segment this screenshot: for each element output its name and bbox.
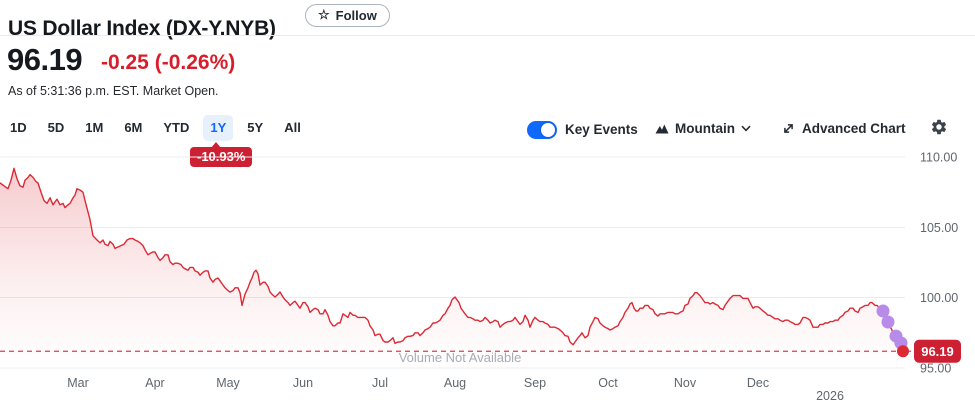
svg-text:Jun: Jun (293, 376, 313, 390)
chevron-down-icon (741, 125, 751, 132)
svg-text:Oct: Oct (598, 376, 618, 390)
advanced-chart-button[interactable]: Advanced Chart (782, 121, 906, 136)
key-event-marker[interactable] (881, 315, 895, 329)
page-title: US Dollar Index (DX-Y.NYB) (8, 17, 276, 41)
svg-text:Dec: Dec (747, 376, 769, 390)
svg-text:110.00: 110.00 (920, 151, 957, 165)
tab-1y[interactable]: 1Y (203, 115, 234, 141)
tab-ytd[interactable]: YTD (163, 120, 190, 135)
tab-6m[interactable]: 6M (124, 120, 143, 135)
svg-text:Sep: Sep (524, 376, 546, 390)
expand-diagonal-icon (784, 124, 793, 133)
price-change-row: -0.25 (-0.26%) (101, 51, 235, 75)
current-price-badge (914, 339, 961, 363)
svg-text:May: May (216, 376, 240, 390)
chart-type-label: Mountain (675, 121, 735, 136)
tab-1m[interactable]: 1M (85, 120, 104, 135)
svg-text:Jul: Jul (372, 376, 388, 390)
star-icon: ☆ (318, 7, 330, 22)
key-event-marker[interactable] (876, 304, 890, 318)
svg-text:95.00: 95.00 (920, 362, 951, 376)
svg-text:100.00: 100.00 (920, 291, 958, 305)
tab-5d[interactable]: 5D (47, 120, 65, 135)
last-price-dot (897, 345, 909, 358)
follow-button[interactable]: ☆ Follow (305, 4, 390, 27)
volume-note: Volume Not Available (399, 350, 522, 365)
svg-text:2026: 2026 (816, 389, 844, 403)
current-price: 96.19 (7, 42, 83, 77)
chart-type-dropdown[interactable]: Mountain (655, 121, 751, 136)
follow-label: Follow (335, 8, 377, 23)
tab-all[interactable]: All (284, 120, 301, 135)
header-divider (0, 35, 975, 36)
gear-icon (931, 119, 947, 135)
svg-text:Apr: Apr (145, 376, 164, 390)
tab-1d[interactable]: 1D (10, 120, 27, 135)
key-events-label: Key Events (565, 122, 638, 137)
as-of-timestamp: As of 5:31:36 p.m. EST. Market Open. (8, 84, 219, 98)
range-tabs: 1D 5D 1M 6M YTD 1Y 5Y All (10, 115, 301, 141)
svg-text:96.19: 96.19 (921, 344, 954, 359)
mountain-icon (655, 124, 669, 134)
area-fill (0, 168, 903, 368)
price-line (0, 167, 904, 352)
svg-text:Mar: Mar (67, 376, 89, 390)
key-events-toggle[interactable] (527, 121, 557, 139)
svg-text:Aug: Aug (444, 376, 466, 390)
advanced-chart-label: Advanced Chart (802, 121, 906, 136)
toggle-knob (541, 123, 555, 137)
price-change: -0.25 (101, 51, 149, 74)
price-change-percent: (-0.26%) (154, 51, 236, 74)
chart-settings-button[interactable] (930, 118, 950, 138)
price-chart[interactable]: 110.00 105.00 100.00 95.00 Volume Not Availa… (0, 145, 975, 406)
svg-text:Nov: Nov (674, 376, 697, 390)
tab-5y[interactable]: 5Y (247, 120, 264, 135)
svg-text:105.00: 105.00 (920, 221, 958, 235)
